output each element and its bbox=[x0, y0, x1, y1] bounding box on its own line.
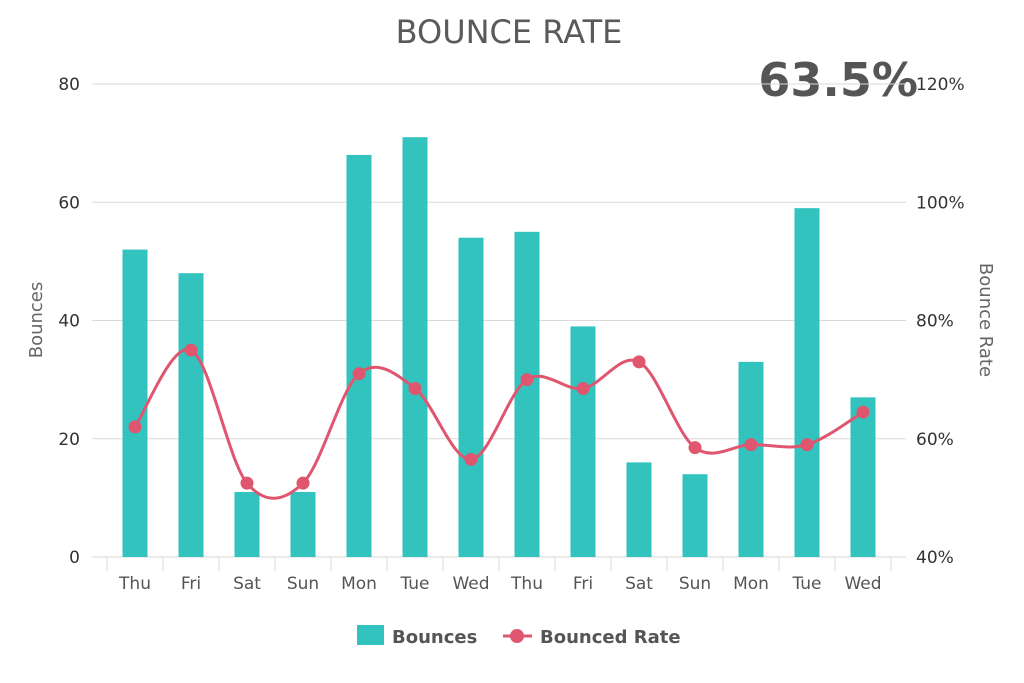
legend-bounces-label: Bounces bbox=[392, 627, 477, 648]
bar-bounces bbox=[626, 462, 652, 557]
x-tick-label: Sun bbox=[287, 574, 319, 594]
x-tick-label: Fri bbox=[573, 574, 593, 594]
x-tick-label: Fri bbox=[181, 574, 201, 594]
y-tick-label-right: 60% bbox=[916, 430, 954, 450]
x-tick-label: Wed bbox=[452, 574, 489, 594]
bounce-rate-point bbox=[800, 438, 814, 452]
x-tick-label: Sun bbox=[679, 574, 711, 594]
x-tick-label: Wed bbox=[844, 574, 881, 594]
legend-bounces-swatch bbox=[357, 625, 384, 645]
bounce-rate-point bbox=[296, 476, 310, 490]
y-tick-label-left: 40 bbox=[58, 312, 80, 332]
legend-rate-marker bbox=[510, 629, 524, 643]
y-tick-label-right: 100% bbox=[916, 193, 965, 213]
y-tick-label-right: 40% bbox=[916, 548, 954, 568]
bar-bounces bbox=[178, 273, 204, 557]
bar-bounces bbox=[234, 491, 260, 557]
x-tick-label: Thu bbox=[118, 574, 151, 594]
y-axis-title-left: Bounces bbox=[26, 282, 47, 359]
bounce-rate-point bbox=[184, 343, 198, 357]
bounces-bars bbox=[122, 137, 876, 558]
bounce-rate-point bbox=[352, 367, 366, 381]
bar-bounces bbox=[122, 249, 148, 558]
x-tick-label: Mon bbox=[733, 574, 769, 594]
bounce-rate-point bbox=[856, 405, 870, 419]
bounce-rate-point bbox=[688, 441, 702, 455]
legend: Bounces Bounced Rate bbox=[357, 625, 681, 648]
bar-bounces bbox=[402, 137, 428, 557]
bounce-rate-line bbox=[128, 343, 870, 500]
grid-lines bbox=[92, 83, 906, 558]
bar-bounces bbox=[682, 474, 708, 557]
y-tick-label-left: 20 bbox=[58, 430, 80, 450]
bounce-rate-point bbox=[576, 381, 590, 395]
bar-bounces bbox=[290, 491, 316, 557]
y-tick-label-left: 60 bbox=[58, 193, 80, 213]
bounce-rate-point bbox=[464, 452, 478, 466]
y-tick-label-right: 80% bbox=[916, 312, 954, 332]
bar-bounces bbox=[850, 397, 876, 557]
x-tick-label: Mon bbox=[341, 574, 377, 594]
kpi-value: 63.5% bbox=[758, 53, 918, 107]
bar-bounces bbox=[458, 237, 484, 557]
axes: 0 40% 20 60% 40 80% 60 100% 80 120% Thu Fri Sat Sun Mo… bbox=[58, 75, 964, 594]
y-tick-label-left: 0 bbox=[69, 548, 80, 568]
x-tick-label: Sat bbox=[233, 574, 261, 594]
y-axis-title-right: Bounce Rate bbox=[975, 263, 996, 377]
y-tick-label-right: 120% bbox=[916, 75, 965, 95]
bounce-rate-point bbox=[632, 355, 646, 369]
legend-rate-label: Bounced Rate bbox=[540, 627, 681, 648]
bounce-rate-point bbox=[240, 476, 254, 490]
x-tick-label: Thu bbox=[510, 574, 543, 594]
x-tick-label: Tue bbox=[791, 574, 821, 594]
chart-title: BOUNCE RATE bbox=[396, 13, 623, 51]
bounce-rate-point bbox=[744, 438, 758, 452]
bar-bounces bbox=[794, 208, 820, 557]
bar-bounces bbox=[514, 231, 540, 557]
bar-bounces bbox=[570, 326, 596, 557]
bounce-rate-point bbox=[128, 420, 142, 434]
y-tick-label-left: 80 bbox=[58, 75, 80, 95]
x-tick-label: Sat bbox=[625, 574, 653, 594]
bar-bounces bbox=[346, 154, 372, 557]
bounce-rate-point bbox=[520, 373, 534, 387]
bar-bounces bbox=[738, 361, 764, 557]
bounce-rate-point bbox=[408, 381, 422, 395]
x-tick-label: Tue bbox=[399, 574, 429, 594]
